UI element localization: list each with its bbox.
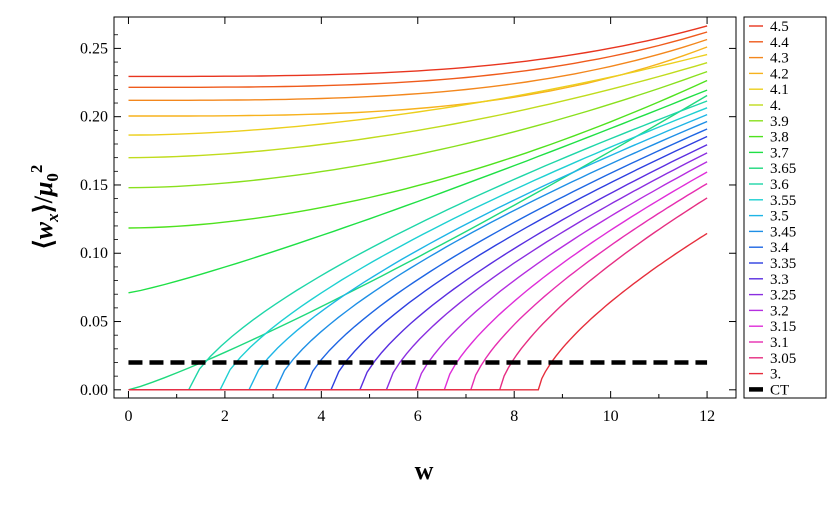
legend-label: 3.6	[770, 177, 789, 193]
legend-label: CT	[770, 382, 789, 398]
series-line-3-65	[128, 94, 708, 391]
y-tick-label: 0.20	[80, 109, 108, 126]
series-line-3-6	[128, 100, 708, 391]
legend-label: 3.7	[770, 145, 789, 161]
legend-label: 3.55	[770, 193, 796, 209]
series-line-4-4	[128, 31, 708, 89]
y-tick-label: 0.10	[80, 245, 108, 262]
series-line-4-1	[128, 53, 708, 136]
y-tick-label: 0.25	[80, 40, 108, 57]
ylabel-slash: /	[29, 195, 58, 204]
legend-label: 3.15	[770, 319, 796, 335]
x-tick-label: 8	[510, 408, 518, 425]
legend-label: 3.3	[770, 272, 789, 288]
ylabel-close-bracket: ⟩	[29, 203, 58, 213]
x-axis-title: w	[415, 456, 434, 485]
series-line-4-5	[128, 25, 708, 78]
series-line-3-2	[128, 161, 708, 391]
y-tick-label: 0.15	[80, 177, 108, 194]
series-line-3-45	[128, 120, 708, 391]
x-axis: 0 2 4 6 8 10 12	[124, 17, 715, 425]
series-line-3-5	[128, 113, 708, 391]
legend-label: 3.35	[770, 256, 796, 272]
legend-label: 4.1	[770, 82, 789, 98]
legend-label: 3.8	[770, 130, 789, 146]
x-tick-label: 6	[414, 408, 422, 425]
ylabel-subscript-x: x	[43, 213, 62, 223]
series-line-3-1	[128, 182, 708, 391]
legend-label: 3.4	[770, 240, 789, 256]
series-line-3-	[128, 232, 708, 391]
series-line-3-05	[128, 197, 708, 391]
legend-label: 3.45	[770, 224, 796, 240]
x-tick-label: 10	[603, 408, 619, 425]
series-line-3-7	[128, 89, 708, 294]
legend-label: 3.	[770, 367, 781, 383]
series-line-3-9	[128, 70, 708, 189]
x-tick-label: 0	[124, 408, 132, 425]
ylabel-mu: μ	[29, 182, 58, 198]
legend-label: 3.25	[770, 288, 796, 304]
series-line-4-	[128, 62, 708, 159]
y-tick-label: 0.00	[80, 382, 108, 399]
svg-text:⟨wx⟩/μ02: ⟨wx⟩/μ02	[27, 165, 62, 250]
legend-label: 3.1	[770, 335, 789, 351]
y-axis: 0.00 0.05 0.10 0.15 0.20 0.25	[80, 34, 736, 399]
x-tick-label: 12	[699, 408, 715, 425]
ylabel-subscript-0: 0	[43, 173, 62, 182]
legend-label: 3.2	[770, 303, 789, 319]
legend-label: 4.3	[770, 51, 789, 67]
legend-label: 4.5	[770, 19, 789, 35]
legend-label: 3.65	[770, 161, 796, 177]
plot-area	[128, 25, 708, 391]
series-line-3-35	[128, 135, 708, 391]
series-line-3-55	[128, 107, 708, 391]
ylabel-superscript-2: 2	[27, 165, 46, 174]
legend-label: 4.2	[770, 66, 789, 82]
legend-label: 4.	[770, 98, 781, 114]
x-tick-label: 2	[221, 408, 229, 425]
legend-label: 3.9	[770, 114, 789, 130]
series-line-3-4	[128, 128, 708, 391]
ylabel-open-bracket: ⟨	[29, 239, 58, 249]
legend-label: 4.4	[770, 35, 789, 51]
x-tick-label: 4	[317, 408, 325, 425]
y-axis-title: ⟨wx⟩/μ02	[27, 165, 62, 250]
series-line-4-3	[128, 38, 708, 102]
legend-label: 3.05	[770, 351, 796, 367]
series-line-3-3	[128, 144, 708, 391]
ylabel-w: w	[29, 221, 58, 239]
legend: 4.54.44.34.24.14.3.93.83.73.653.63.553.5…	[743, 16, 827, 399]
plot-frame	[113, 16, 737, 399]
series-line-3-15	[128, 171, 708, 391]
y-tick-label: 0.05	[80, 314, 108, 331]
legend-frame	[743, 16, 827, 399]
series-line-3-8	[128, 79, 708, 229]
series-line-3-25	[128, 152, 708, 391]
legend-label: 3.5	[770, 209, 789, 225]
